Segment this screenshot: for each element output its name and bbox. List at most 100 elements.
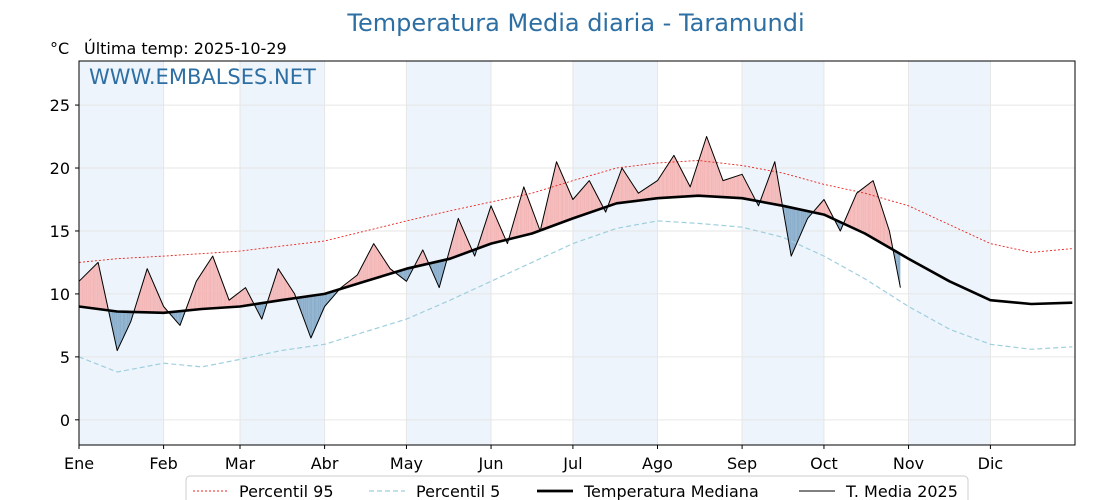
fill-above-median <box>523 186 526 236</box>
fill-above-median <box>740 174 743 199</box>
fill-above-median <box>687 181 689 197</box>
fill-above-median <box>628 178 631 202</box>
fill-above-median <box>568 190 571 220</box>
fill-above-median <box>204 266 206 309</box>
fill-above-median <box>712 151 714 197</box>
fill-above-median <box>768 176 770 204</box>
fill-above-median <box>209 258 212 309</box>
fill-above-median <box>548 190 550 228</box>
fill-above-median <box>518 201 520 237</box>
fill-above-median <box>567 186 569 221</box>
fill-above-median <box>375 245 377 279</box>
fill-above-median <box>855 193 857 230</box>
fill-above-median <box>235 293 238 307</box>
fill-above-median <box>420 252 422 266</box>
fill-below-median <box>263 302 265 315</box>
fill-above-median <box>581 188 583 216</box>
fill-above-median <box>851 202 853 228</box>
fill-above-median <box>731 177 733 198</box>
fill-above-median <box>244 287 246 306</box>
fill-above-median <box>660 174 662 199</box>
fill-above-median <box>361 264 363 283</box>
fill-above-median <box>139 290 141 313</box>
fill-above-median <box>868 182 871 237</box>
fill-above-median <box>354 276 356 285</box>
series-line-p5 <box>78 220 1073 373</box>
month-band <box>742 61 824 445</box>
fill-above-median <box>136 299 138 313</box>
fill-above-median <box>561 174 564 223</box>
fill-above-median <box>881 205 883 244</box>
fill-above-median <box>650 184 653 200</box>
fill-above-median <box>571 196 573 219</box>
fill-above-median <box>699 153 702 196</box>
fill-above-median <box>586 182 588 214</box>
fill-above-median <box>751 192 754 201</box>
fill-above-median <box>149 275 152 313</box>
fill-above-median <box>732 177 734 198</box>
fill-above-median <box>677 163 680 197</box>
fill-above-median <box>642 189 644 201</box>
fill-below-median <box>175 311 178 323</box>
fill-above-median <box>155 287 157 313</box>
fill-below-median <box>792 207 794 253</box>
fill-above-median <box>98 262 100 310</box>
fill-above-median <box>461 224 463 255</box>
fill-above-median <box>480 235 482 248</box>
fill-above-median <box>622 168 624 203</box>
fill-above-median <box>162 303 164 313</box>
fill-above-median <box>882 209 884 245</box>
fill-below-median <box>324 293 326 307</box>
fill-above-median <box>703 140 706 197</box>
fill-above-median <box>526 194 528 235</box>
fill-above-median <box>718 169 721 197</box>
fill-above-median <box>81 277 84 308</box>
fill-above-median <box>95 263 97 309</box>
fill-above-median <box>727 178 729 198</box>
y-tick-label: 10 <box>50 285 70 304</box>
fill-above-median <box>194 281 197 310</box>
x-tick-label: Oct <box>810 454 838 473</box>
fill-above-median <box>769 172 771 204</box>
fill-above-median <box>549 184 552 227</box>
fill-above-median <box>491 205 493 244</box>
fill-above-median <box>272 281 275 302</box>
fill-above-median <box>355 275 358 285</box>
x-tick-label: Dic <box>978 454 1004 473</box>
fill-above-median <box>624 172 627 203</box>
fill-below-median <box>323 293 325 310</box>
fill-above-median <box>224 289 227 308</box>
fill-above-median <box>671 157 673 198</box>
fill-above-median <box>488 209 490 245</box>
fill-above-median <box>285 279 287 300</box>
last-temp-label: Última temp: 2025-10-29 <box>84 39 287 58</box>
fill-above-median <box>667 163 669 198</box>
fill-below-median <box>799 209 801 238</box>
legend-label-p95: Percentil 95 <box>239 482 334 500</box>
fill-above-median <box>679 165 681 197</box>
fill-above-median <box>358 269 361 284</box>
fill-above-median <box>465 234 467 254</box>
fill-above-median <box>452 233 455 258</box>
fill-below-median <box>312 295 314 335</box>
fill-below-median <box>124 311 126 337</box>
fill-above-median <box>463 230 466 254</box>
fill-above-median <box>84 274 86 308</box>
fill-above-median <box>383 258 385 276</box>
y-tick-label: 20 <box>50 159 70 178</box>
fill-above-median <box>201 270 204 310</box>
fill-above-median <box>710 147 713 197</box>
fill-above-median <box>493 212 496 243</box>
fill-above-median <box>83 275 85 308</box>
x-tick-label: Nov <box>893 454 924 473</box>
fill-above-median <box>721 176 723 198</box>
y-tick-label: 15 <box>50 222 70 241</box>
fill-above-median <box>686 179 688 197</box>
fill-below-median <box>803 210 805 228</box>
fill-above-median <box>555 161 557 225</box>
fill-above-median <box>496 218 498 243</box>
fill-above-median <box>351 278 354 286</box>
fill-above-median <box>737 175 740 199</box>
fill-above-median <box>597 196 599 210</box>
fill-above-median <box>143 277 145 313</box>
